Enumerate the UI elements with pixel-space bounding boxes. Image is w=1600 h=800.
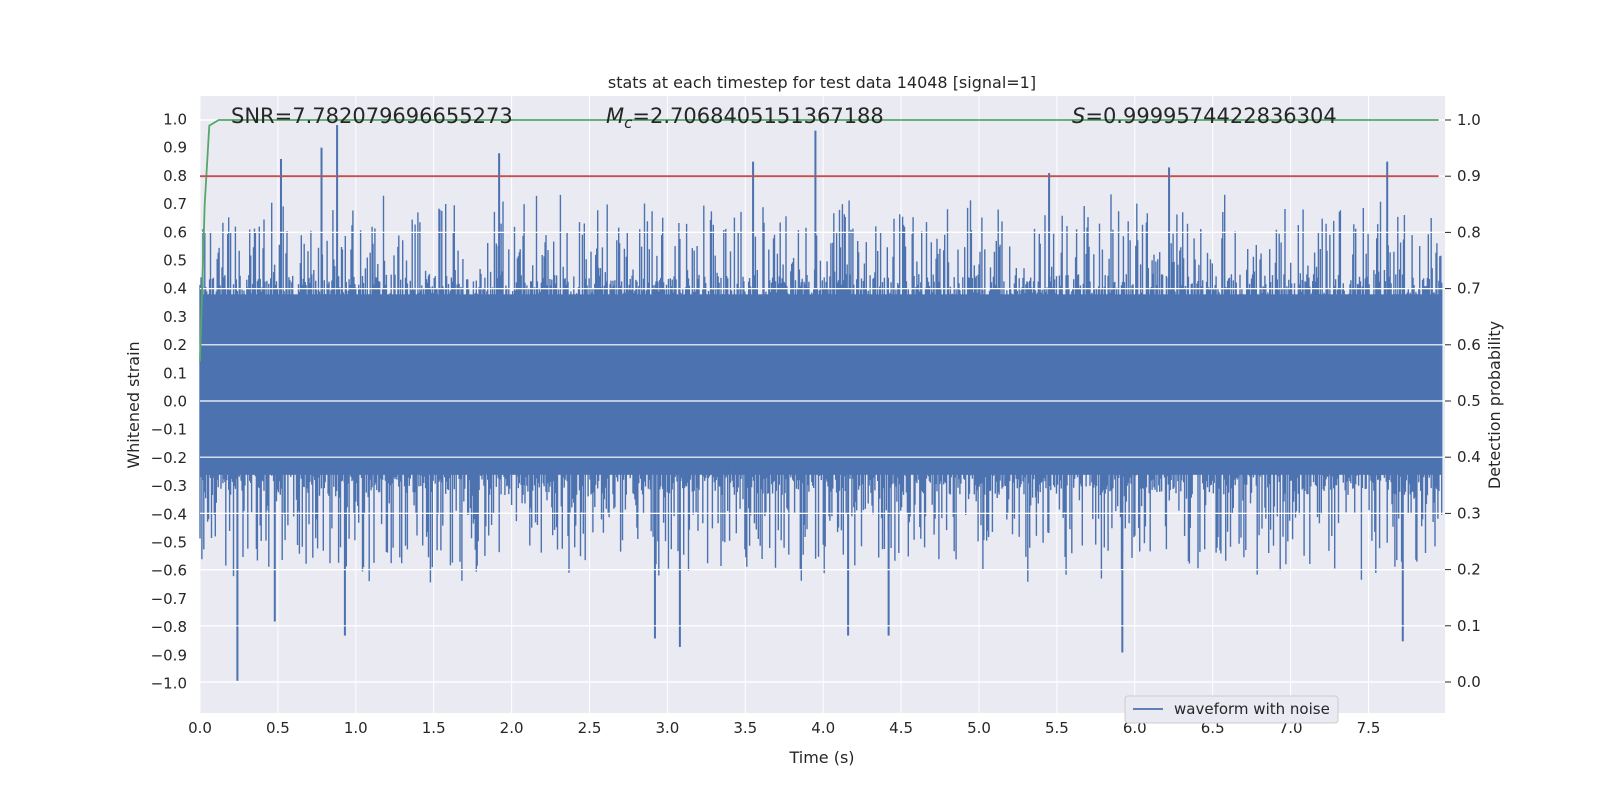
y-tick-label: −1.0: [151, 675, 187, 693]
x-tick-label: 4.5: [889, 719, 913, 737]
y-tick-label: −0.4: [151, 505, 187, 523]
x-tick-label: 1.0: [344, 719, 368, 737]
right-y-axis-label: Detection probability: [1485, 321, 1504, 489]
y-tick-label: 0.4: [163, 280, 187, 298]
y-tick-label: 0.7: [163, 195, 187, 213]
legend: waveform with noise: [1124, 695, 1339, 724]
right-y-tick-label: 0.2: [1457, 561, 1481, 579]
y-tick-label: 0.8: [163, 167, 187, 185]
y-tick-labels: 1.0 0.9 0.8 0.7 0.6 0.5 0.4 0.3 0.2 0.1 0.0 −0.1 −0.…: [151, 111, 187, 693]
right-y-tick-label: 0.7: [1457, 280, 1481, 298]
statistic-symbol: S: [1072, 104, 1085, 128]
waveform-series: [199, 119, 1445, 683]
waveform-trace: [199, 125, 1443, 681]
x-tick-label: 2.0: [500, 719, 524, 737]
right-y-tick-label: 0.1: [1457, 617, 1481, 635]
y-tick-label: −0.3: [151, 477, 187, 495]
statistic-annotation: S=0.9999574422836304: [1072, 104, 1337, 128]
legend-box: [1124, 695, 1339, 724]
y-tick-label: 0.5: [163, 252, 187, 270]
x-tick-label: 1.5: [422, 719, 446, 737]
y-axis-label: Whitened strain: [124, 341, 143, 468]
right-y-tick-label: 0.5: [1457, 392, 1481, 410]
y-tick-label: 1.0: [163, 111, 187, 129]
y-tick-label: 0.6: [163, 223, 187, 241]
y-tick-label: 0.0: [163, 393, 187, 411]
x-tick-label: 5.0: [967, 719, 991, 737]
x-axis-label: Time (s): [788, 748, 854, 767]
chirp-mass-symbol: M: [606, 104, 624, 128]
chirp-mass-subscript: c: [624, 114, 633, 132]
chart-title: stats at each timestep for test data 140…: [608, 73, 1036, 92]
y-tick-label: 0.2: [163, 336, 187, 354]
y-tick-label: 0.1: [163, 364, 187, 382]
right-y-tick-labels: 1.0 0.9 0.8 0.7 0.6 0.5 0.4 0.3 0.2 0.1 0.0: [1457, 111, 1481, 691]
chirp-mass-value: =2.7068405151367188: [632, 104, 883, 128]
right-y-tick-label: 0.4: [1457, 448, 1481, 466]
right-y-tick-label: 0.3: [1457, 504, 1481, 522]
x-tick-label: 2.5: [578, 719, 602, 737]
y-tick-label: −0.9: [151, 646, 187, 664]
x-tick-label: 4.0: [811, 719, 835, 737]
x-tick-label: 3.5: [733, 719, 757, 737]
legend-label: waveform with noise: [1174, 700, 1330, 718]
snr-annotation: SNR=7.782079696655273: [231, 104, 513, 128]
x-tick-label: 0.5: [266, 719, 290, 737]
right-y-tick-label: 0.6: [1457, 336, 1481, 354]
y-tick-label: −0.8: [151, 618, 187, 636]
y-tick-label: −0.5: [151, 534, 187, 552]
x-tick-label: 7.5: [1357, 719, 1381, 737]
x-tick-label: 5.5: [1045, 719, 1069, 737]
statistic-value: =0.9999574422836304: [1085, 104, 1336, 128]
right-y-tick-label: 0.8: [1457, 223, 1481, 241]
y-tick-label: 0.9: [163, 139, 187, 157]
y-tick-label: −0.1: [151, 421, 187, 439]
y-tick-label: −0.2: [151, 449, 187, 467]
right-y-tick-label: 0.9: [1457, 167, 1481, 185]
detection-probability-line: [199, 119, 1439, 362]
y-tick-label: 0.3: [163, 308, 187, 326]
right-y-tick-label: 1.0: [1457, 111, 1481, 129]
chirp-mass-annotation: Mc=2.7068405151367188: [606, 104, 884, 132]
x-tick-label: 0.0: [188, 719, 212, 737]
y-tick-label: −0.7: [151, 590, 187, 608]
x-tick-label: 3.0: [655, 719, 679, 737]
y-tick-label: −0.6: [151, 562, 187, 580]
right-y-tick-label: 0.0: [1457, 673, 1481, 691]
